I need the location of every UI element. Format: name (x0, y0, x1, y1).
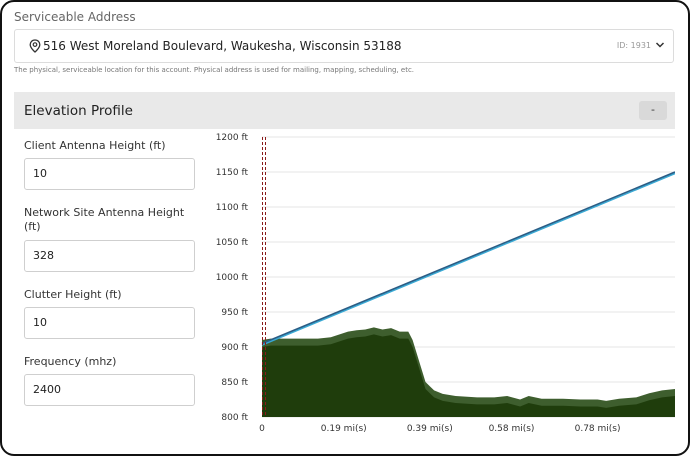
x-tick-label: 0.78 mi(s) (575, 424, 621, 434)
y-tick-label: 800 ft (221, 413, 248, 423)
client-antenna-height-input[interactable]: 10 (24, 158, 195, 190)
clutter-height-label: Clutter Height (ft) (24, 288, 122, 301)
y-tick-label: 850 ft (221, 378, 248, 388)
x-tick-label: 0 (259, 424, 265, 434)
elevation-profile-card: Elevation Profile - Client Antenna Heigh… (14, 92, 675, 444)
y-tick-label: 1200 ft (216, 133, 249, 143)
client-antenna-height-label: Client Antenna Height (ft) (24, 139, 166, 152)
y-tick-label: 1050 ft (216, 238, 249, 248)
terrain-area (262, 334, 675, 417)
frequency-input[interactable]: 2400 (24, 374, 195, 406)
map-pin-icon (29, 39, 41, 53)
elevation-profile-title: Elevation Profile (24, 103, 133, 119)
chevron-down-icon[interactable] (655, 41, 665, 49)
collapse-button[interactable]: - (639, 101, 667, 120)
y-tick-label: 900 ft (221, 343, 248, 353)
x-tick-label: 0.58 mi(s) (489, 424, 535, 434)
clutter-height-input[interactable]: 10 (24, 307, 195, 339)
x-tick-label: 0.39 mi(s) (407, 424, 453, 434)
address-help-text: The physical, serviceable location for t… (14, 66, 415, 74)
serviceable-address-label: Serviceable Address (14, 10, 136, 24)
y-tick-label: 950 ft (221, 308, 248, 318)
address-id: ID: 1931 (616, 41, 651, 50)
network-site-antenna-height-label: Network Site Antenna Height (ft) (24, 206, 185, 233)
fresnel-line (261, 172, 675, 346)
elevation-profile-header: Elevation Profile - (14, 92, 675, 129)
address-value: 516 West Moreland Boulevard, Waukesha, W… (43, 39, 402, 53)
y-tick-label: 1150 ft (216, 168, 249, 178)
network-site-antenna-height-input[interactable]: 328 (24, 240, 195, 272)
line-of-sight (261, 171, 675, 345)
y-tick-label: 1100 ft (216, 203, 249, 213)
y-tick-label: 1000 ft (216, 273, 249, 283)
elevation-profile-body: Client Antenna Height (ft) 10 Network Si… (14, 129, 675, 444)
x-tick-label: 0.19 mi(s) (321, 424, 367, 434)
serviceable-address-select[interactable]: 516 West Moreland Boulevard, Waukesha, W… (14, 29, 674, 63)
elevation-profile-chart: 1200 ft 1150 ft 1100 ft 1050 ft 1000 ft 950 f… (216, 133, 675, 434)
frequency-label: Frequency (mhz) (24, 355, 117, 368)
